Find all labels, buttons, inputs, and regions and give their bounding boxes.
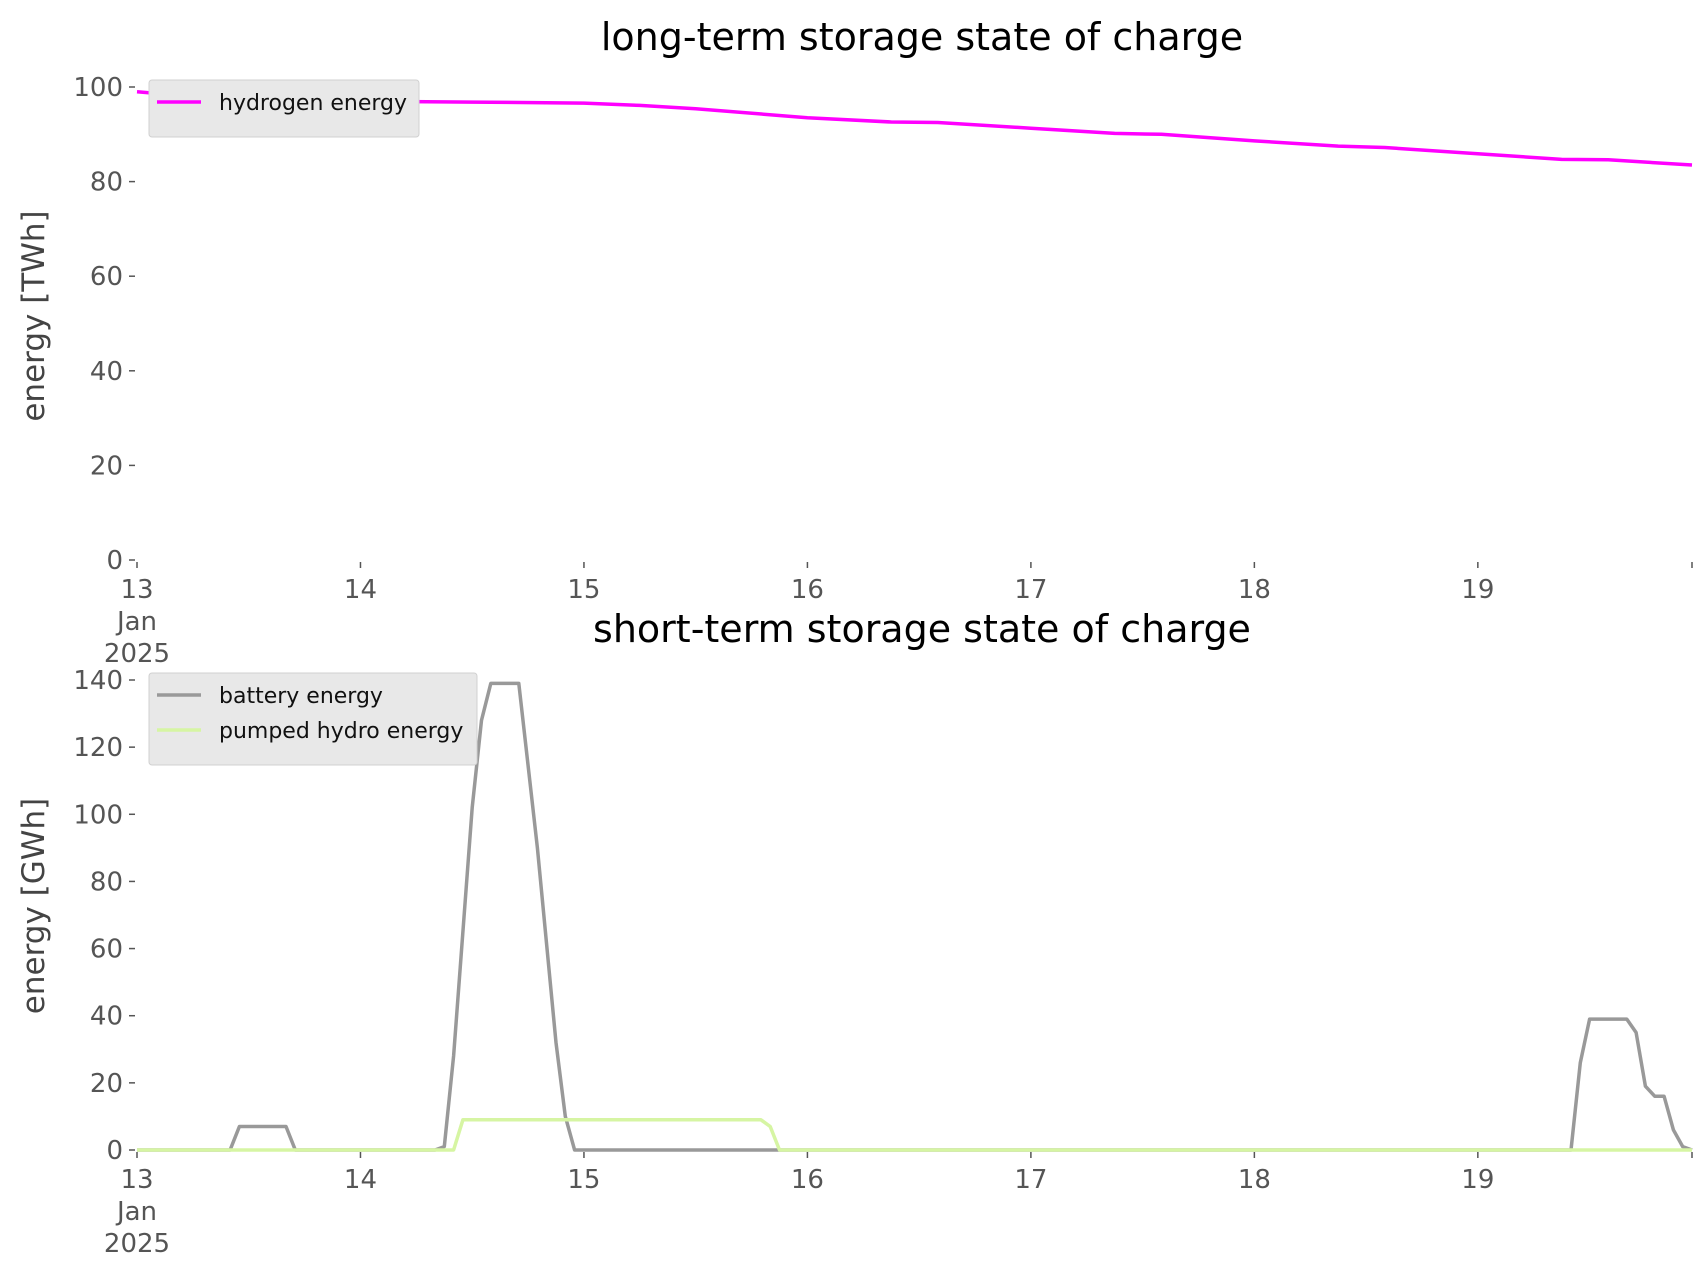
y-tick-label: 20: [90, 1069, 123, 1099]
y-tick-label: 0: [106, 546, 123, 576]
short-term-chart: short-term storage state of charge energ…: [16, 607, 1693, 1259]
series-line-pumped-hydro-energy: [137, 1118, 1692, 1152]
x-tick-label: 18: [1238, 575, 1271, 605]
x-tick-label: 13 Jan 2025: [104, 1165, 170, 1259]
long-term-chart: long-term storage state of charge energy…: [16, 15, 1693, 669]
y-tick-label: 80: [90, 168, 123, 198]
y-tick-label: 140: [73, 666, 123, 696]
y-tick-label: 100: [73, 73, 123, 103]
x-tick-label: 14: [344, 575, 377, 605]
y-tick-label: 20: [90, 451, 123, 481]
x-tick-label: 15: [567, 575, 600, 605]
x-tick-label: 13 Jan 2025: [104, 575, 170, 669]
x-tick-label: 19: [1461, 1165, 1494, 1195]
x-tick-label: 16: [791, 575, 824, 605]
x-tick-label: 18: [1238, 1165, 1271, 1195]
y-tick-label: 40: [90, 357, 123, 387]
legend: hydrogen energy: [148, 79, 420, 138]
y-tick-label: 40: [90, 1002, 123, 1032]
legend-entry: battery energy: [219, 684, 383, 709]
x-tick-label: 17: [1014, 575, 1047, 605]
y-axis-label: energy [GWh]: [16, 798, 52, 1014]
y-tick-label: 0: [106, 1136, 123, 1166]
legend: battery energy pumped hydro energy: [148, 672, 478, 766]
x-tick-label: 14: [344, 1165, 377, 1195]
x-tick-label: 16: [791, 1165, 824, 1195]
chart-title: short-term storage state of charge: [593, 607, 1251, 651]
plot-area: 0 20 40 60 80 100 13 Jan 2025 14 15 16 17 18 19 hydroge…: [73, 73, 1693, 669]
y-tick-label: 100: [73, 800, 123, 830]
y-tick-label: 60: [90, 262, 123, 292]
plot-area: 0 20 40 60 80 100 120 140 13 Jan 2025 14 15 16 17 18 19 b…: [73, 666, 1693, 1259]
x-tick-label: 19: [1461, 575, 1494, 605]
x-tick-label: 15: [567, 1165, 600, 1195]
x-tick-label: 17: [1014, 1165, 1047, 1195]
y-axis-label: energy [TWh]: [16, 210, 52, 421]
y-tick-label: 60: [90, 935, 123, 965]
chart-title: long-term storage state of charge: [601, 15, 1243, 59]
legend-entry: hydrogen energy: [219, 91, 407, 116]
y-tick-label: 80: [90, 867, 123, 897]
legend-entry: pumped hydro energy: [219, 719, 463, 744]
y-tick-label: 120: [73, 733, 123, 763]
